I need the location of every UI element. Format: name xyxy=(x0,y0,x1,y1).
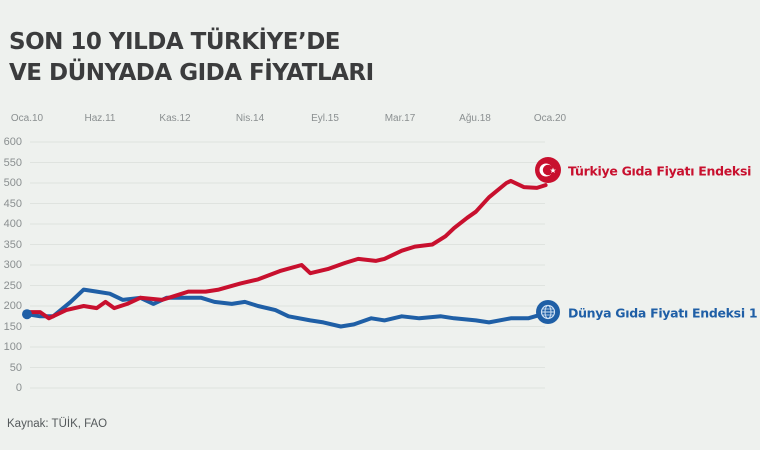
x-tick-label: Kas.12 xyxy=(159,113,191,124)
source-note: Kaynak: TÜİK, FAO xyxy=(7,418,108,430)
y-tick-label: 100 xyxy=(3,341,22,353)
y-tick-label: 300 xyxy=(3,259,22,271)
x-tick-label: Haz.11 xyxy=(84,113,116,124)
y-tick-label: 200 xyxy=(3,300,22,312)
title-line-2: VE DÜNYADA GIDA FİYATLARI xyxy=(9,60,374,86)
y-tick-label: 0 xyxy=(15,382,22,394)
y-tick-label: 400 xyxy=(3,218,22,230)
y-tick-label: 350 xyxy=(3,238,22,251)
y-tick-label: 150 xyxy=(3,320,22,333)
turkish-flag-icon xyxy=(535,157,561,183)
title-line-1: SON 10 YILDA TÜRKİYE’DE xyxy=(9,29,341,55)
x-tick-label: Ağu.18 xyxy=(459,113,491,124)
turkey-line xyxy=(25,178,548,321)
x-tick-label: Oca.10 xyxy=(10,113,44,124)
x-tick-label: Oca.20 xyxy=(533,113,567,124)
legend-world: Dünya Gıda Fiyatı Endeksi 1 xyxy=(568,305,758,321)
y-tick-label: 250 xyxy=(3,279,22,292)
start-marker xyxy=(22,309,32,320)
x-tick-label: Nis.14 xyxy=(235,113,265,124)
y-tick-label: 600 xyxy=(3,136,22,148)
y-tick-label: 550 xyxy=(3,156,22,169)
x-tick-label: Eyl.15 xyxy=(311,113,339,124)
world-line xyxy=(25,287,552,329)
legend-turkey-label: Türkiye Gıda Fiyatı Endeksi xyxy=(568,163,752,179)
legend-turkey: Türkiye Gıda Fiyatı Endeksi xyxy=(568,164,751,179)
gridlines xyxy=(30,141,545,389)
y-tick-label: 500 xyxy=(3,177,22,189)
legend-world-label: Dünya Gıda Fiyatı Endeksi 1 xyxy=(568,305,758,321)
chart-title: SON 10 YILDA TÜRKİYE’DE VE DÜNYADA GIDA … xyxy=(9,27,374,89)
x-tick-label: Mar.17 xyxy=(384,113,416,124)
y-tick-label: 50 xyxy=(9,361,22,374)
globe-icon xyxy=(536,300,560,324)
y-tick-label: 450 xyxy=(3,197,22,210)
